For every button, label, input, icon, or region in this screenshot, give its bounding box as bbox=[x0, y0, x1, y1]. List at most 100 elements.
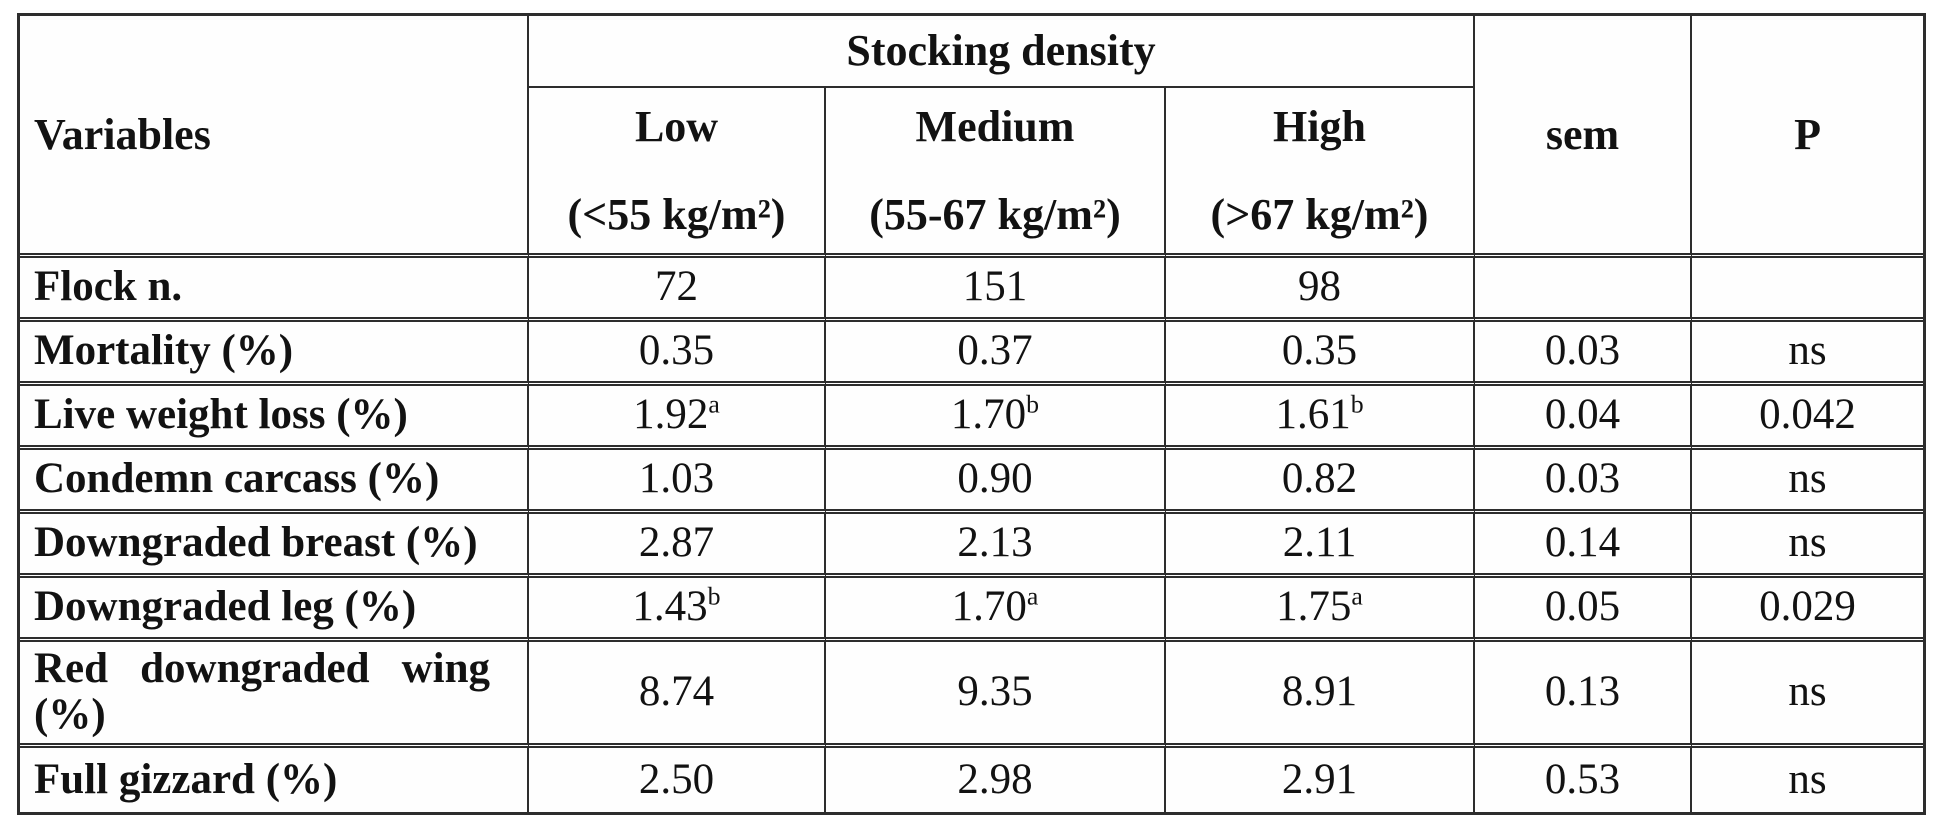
cell-sem: 0.14 bbox=[1475, 514, 1693, 578]
cell-low: 8.74 bbox=[529, 642, 826, 748]
superscript: b bbox=[707, 581, 721, 611]
group-header-stocking-density: Stocking density bbox=[529, 16, 1476, 88]
cell-sem: 0.05 bbox=[1475, 578, 1693, 642]
cell-medium: 0.37 bbox=[826, 322, 1166, 386]
cell-value: 1.61 bbox=[1275, 391, 1351, 439]
cell-high: 1.75a bbox=[1166, 578, 1476, 642]
level-low: Low (<55 kg/m²) bbox=[529, 103, 824, 238]
cell-value: 72 bbox=[655, 263, 698, 311]
row-label: Live weight loss (%) bbox=[20, 386, 529, 450]
table-row-red-downgraded-wing: Red downgraded wing (%) 8.74 9.35 8.91 0… bbox=[20, 642, 1924, 748]
cell-p: ns bbox=[1692, 322, 1924, 386]
cell-low: 72 bbox=[529, 258, 826, 322]
cell-high: 2.91 bbox=[1166, 747, 1476, 812]
cell-low: 2.87 bbox=[529, 514, 826, 578]
cell-medium: 1.70a bbox=[826, 578, 1166, 642]
cell-value: 1.75 bbox=[1276, 583, 1352, 631]
row-label: Condemn carcass (%) bbox=[20, 450, 529, 514]
cell-value: 0.37 bbox=[957, 327, 1033, 375]
cell-medium: 1.70b bbox=[826, 386, 1166, 450]
level-medium: Medium (55-67 kg/m²) bbox=[826, 103, 1164, 238]
cell-value: 2.91 bbox=[1281, 755, 1358, 803]
column-header-variables: Variables bbox=[20, 16, 529, 258]
cell-value: 2.13 bbox=[957, 519, 1033, 567]
cell-p: 0.029 bbox=[1692, 578, 1924, 642]
column-header-p: P bbox=[1692, 16, 1924, 258]
cell-high: 98 bbox=[1166, 258, 1476, 322]
row-label: Downgraded breast (%) bbox=[20, 514, 529, 578]
cell-value: 2.98 bbox=[957, 755, 1033, 803]
cell-value: 2.50 bbox=[638, 755, 715, 803]
cell-high: 8.91 bbox=[1166, 642, 1476, 748]
row-label: Red downgraded wing (%) bbox=[20, 642, 529, 748]
table-row-flock-n: Flock n. 72 151 98 bbox=[20, 258, 1924, 322]
cell-value: 98 bbox=[1298, 263, 1342, 311]
header-group-row: Variables Stocking density sem P bbox=[20, 16, 1924, 258]
superscript: a bbox=[708, 389, 720, 419]
cell-value: 151 bbox=[962, 263, 1028, 311]
table-row-live-weight-loss: Live weight loss (%) 1.92a 1.70b 1.61b 0… bbox=[20, 386, 1924, 450]
cell-p bbox=[1692, 258, 1924, 322]
column-header-high: High (>67 kg/m²) bbox=[1166, 88, 1476, 258]
cell-value: 1.92 bbox=[633, 391, 709, 439]
cell-low: 1.92a bbox=[529, 386, 826, 450]
table-row-condemn-carcass: Condemn carcass (%) 1.03 0.90 0.82 0.03 … bbox=[20, 450, 1924, 514]
cell-value: 0.90 bbox=[957, 455, 1033, 503]
cell-sem: 0.13 bbox=[1475, 642, 1693, 748]
cell-medium: 9.35 bbox=[826, 642, 1166, 748]
table-row-full-gizzard: Full gizzard (%) 2.50 2.98 2.91 0.53 ns bbox=[20, 747, 1923, 812]
cell-medium: 151 bbox=[826, 258, 1166, 322]
cell-p: 0.042 bbox=[1692, 386, 1924, 450]
superscript: b bbox=[1026, 389, 1040, 419]
cell-sem: 0.03 bbox=[1475, 450, 1693, 514]
cell-high: 0.35 bbox=[1166, 322, 1476, 386]
cell-sem: 0.04 bbox=[1475, 386, 1693, 450]
results-table: Variables Stocking density sem P Low (<5… bbox=[17, 13, 1927, 815]
superscript: a bbox=[1351, 581, 1363, 611]
cell-value: 1.03 bbox=[638, 455, 715, 503]
cell-low: 2.50 bbox=[529, 747, 826, 812]
cell-medium: 2.13 bbox=[826, 514, 1166, 578]
cell-value: 9.35 bbox=[957, 668, 1033, 716]
row-label: Downgraded leg (%) bbox=[20, 578, 529, 642]
cell-high: 2.11 bbox=[1166, 514, 1476, 578]
row-label: Flock n. bbox=[20, 258, 529, 322]
table-row-downgraded-leg: Downgraded leg (%) 1.43b 1.70a 1.75a 0.0… bbox=[20, 578, 1924, 642]
column-header-medium: Medium (55-67 kg/m²) bbox=[826, 88, 1166, 258]
cell-value: 1.70 bbox=[950, 391, 1027, 439]
cell-p: ns bbox=[1692, 642, 1924, 748]
cell-high: 0.82 bbox=[1166, 450, 1476, 514]
cell-low: 1.03 bbox=[529, 450, 826, 514]
level-medium-range: (55-67 kg/m²) bbox=[869, 189, 1121, 239]
level-low-name: Low bbox=[634, 101, 719, 151]
cell-p: ns bbox=[1692, 450, 1924, 514]
level-high-range: (>67 kg/m²) bbox=[1210, 189, 1429, 239]
column-header-low: Low (<55 kg/m²) bbox=[529, 88, 826, 258]
table-row-mortality: Mortality (%) 0.35 0.37 0.35 0.03 ns bbox=[20, 322, 1924, 386]
cell-low: 1.43b bbox=[529, 578, 826, 642]
cell-value: 8.74 bbox=[638, 668, 715, 716]
cell-medium: 2.98 bbox=[826, 747, 1166, 812]
cell-high: 1.61b bbox=[1166, 386, 1476, 450]
level-medium-name: Medium bbox=[915, 101, 1075, 151]
level-high: High (>67 kg/m²) bbox=[1166, 103, 1473, 238]
cell-value: 1.70 bbox=[951, 583, 1027, 631]
cell-value: 0.35 bbox=[638, 327, 715, 375]
row-label: Full gizzard (%) bbox=[20, 747, 529, 812]
cell-sem: 0.03 bbox=[1475, 322, 1693, 386]
cell-p: ns bbox=[1788, 755, 1827, 803]
cell-value: 0.35 bbox=[1281, 327, 1358, 375]
cell-value: 1.43 bbox=[632, 583, 708, 631]
level-low-range: (<55 kg/m²) bbox=[567, 189, 786, 239]
row-label-text: Red downgraded wing (%) bbox=[34, 645, 490, 739]
cell-medium: 0.90 bbox=[826, 450, 1166, 514]
superscript: a bbox=[1026, 581, 1039, 611]
cell-value: 2.87 bbox=[638, 519, 715, 567]
cell-low: 0.35 bbox=[529, 322, 826, 386]
header-levels-row: Low (<55 kg/m²) Medium (55-67 kg/m²) Hig… bbox=[20, 88, 1923, 258]
cell-sem bbox=[1475, 258, 1693, 322]
cell-value: 2.11 bbox=[1282, 519, 1357, 567]
level-high-name: High bbox=[1273, 101, 1366, 151]
cell-p: ns bbox=[1692, 514, 1924, 578]
